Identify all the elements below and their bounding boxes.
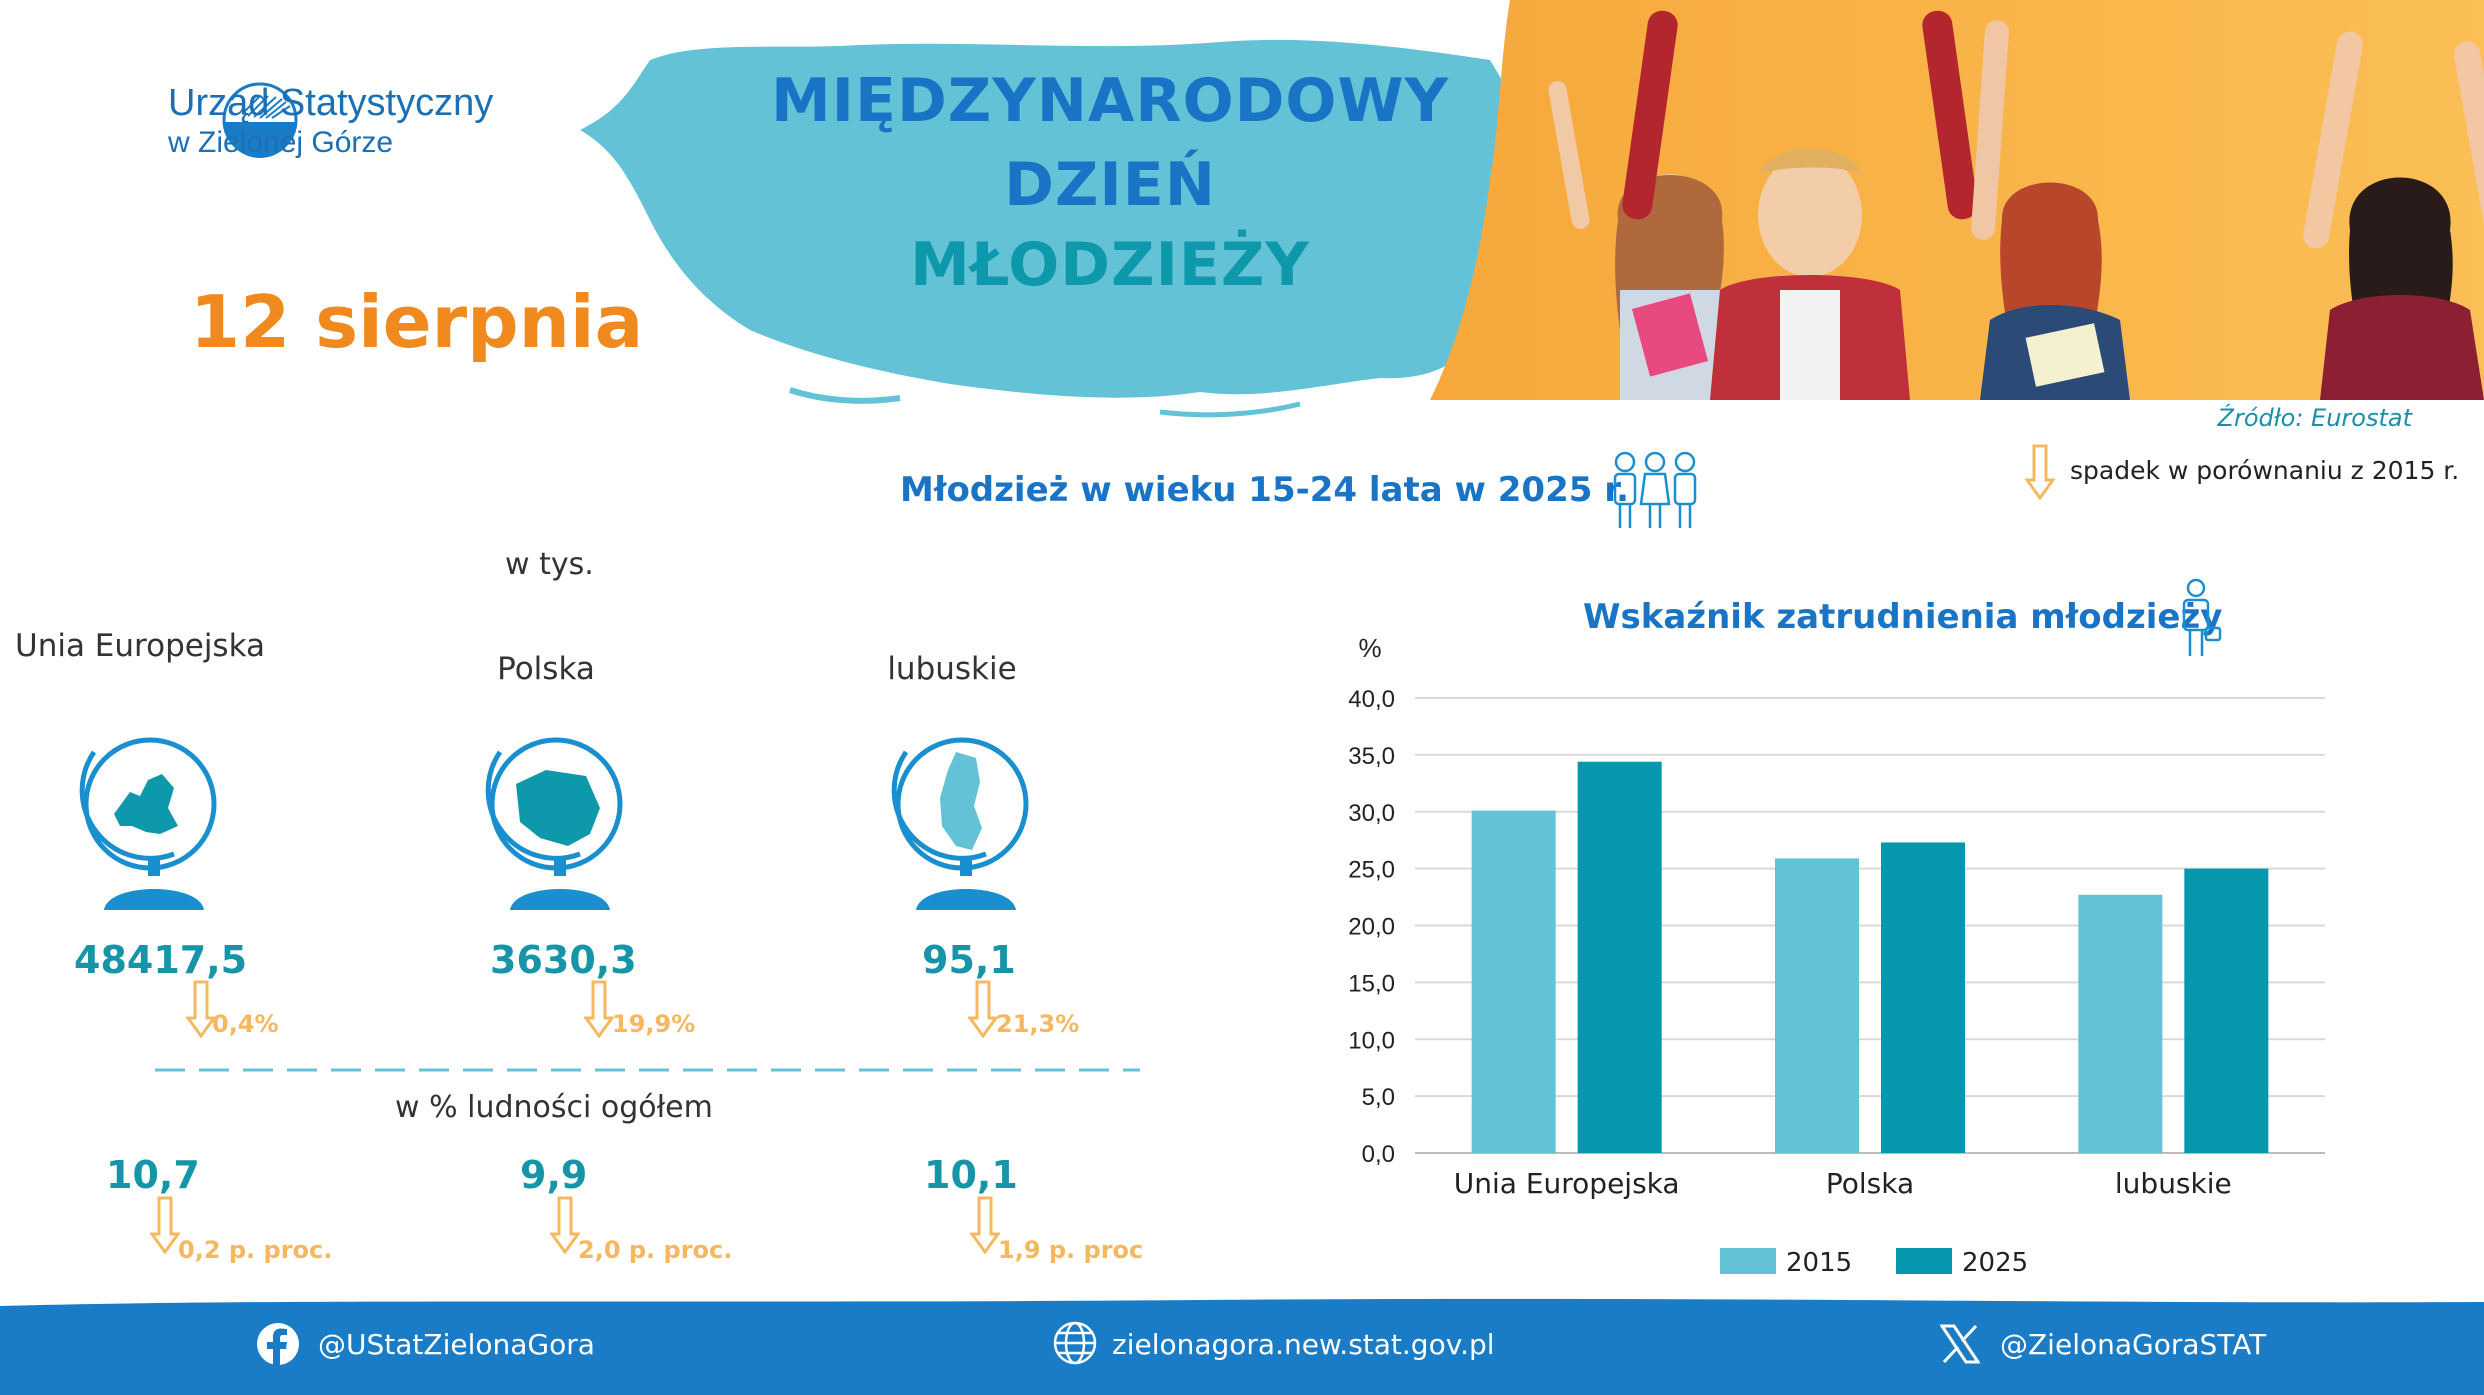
down-arrow-icon bbox=[186, 980, 216, 1038]
down-arrow-icon bbox=[2025, 444, 2055, 500]
region-label-eu: Unia Europejska bbox=[15, 628, 265, 664]
bar-2025 bbox=[2184, 868, 2269, 1153]
employment-chart: % 0,0 5,0 10,0 15,0 20,0 25,0 30,0 35,0 40,0 Uni… bbox=[1348, 633, 2325, 1278]
x-category-label: lubuskie bbox=[2115, 1167, 2232, 1200]
globe-poland-icon bbox=[485, 737, 623, 910]
kids-icon bbox=[1613, 451, 1697, 528]
lubuskie-count-change: 21,3% bbox=[996, 1010, 1080, 1038]
title-line-2: DZIEŃ bbox=[1004, 150, 1216, 220]
x-category-label: Unia Europejska bbox=[1454, 1167, 1680, 1200]
worker-icon bbox=[2182, 578, 2222, 656]
youth-photo bbox=[1430, 0, 2484, 400]
poland-share-change: 2,0 p. proc. bbox=[578, 1236, 733, 1264]
data-source: Źródło: Eurostat bbox=[2217, 404, 2412, 432]
poland-count-change: 19,9% bbox=[612, 1010, 696, 1038]
y-tick-label: 25,0 bbox=[1348, 857, 1395, 884]
down-arrow-icon bbox=[970, 1196, 1000, 1254]
org-name: Urząd Statystyczny bbox=[168, 82, 494, 124]
y-tick-label: 30,0 bbox=[1348, 800, 1395, 827]
y-tick-label: 5,0 bbox=[1362, 1084, 1395, 1111]
y-tick-label: 0,0 bbox=[1362, 1141, 1395, 1168]
org-city: w Zielonej Górze bbox=[168, 126, 394, 159]
poland-share: 9,9 bbox=[520, 1153, 588, 1197]
bar-2015 bbox=[1775, 858, 1859, 1153]
website-link[interactable]: zielonagora.new.stat.gov.pl bbox=[1112, 1328, 1495, 1361]
globe-web-icon[interactable] bbox=[1052, 1320, 1098, 1366]
globe-lubuskie-icon bbox=[891, 737, 1029, 910]
poland-count: 3630,3 bbox=[490, 938, 637, 982]
x-handle[interactable]: @ZielonaGoraSTAT bbox=[2000, 1328, 2267, 1361]
facebook-handle[interactable]: @UStatZielonaGora bbox=[318, 1328, 595, 1361]
section-divider bbox=[155, 1068, 1140, 1072]
lubuskie-count: 95,1 bbox=[922, 938, 1016, 982]
globe-eu-icon bbox=[79, 737, 217, 910]
lubuskie-share-change: 1,9 p. proc bbox=[998, 1236, 1144, 1264]
region-label-lubuskie: lubuskie bbox=[887, 651, 1017, 687]
unit-percent: w % ludności ogółem bbox=[395, 1090, 713, 1125]
facebook-icon[interactable] bbox=[256, 1322, 300, 1366]
eu-count-change: 0,4% bbox=[212, 1010, 279, 1038]
bar-2015 bbox=[1471, 810, 1556, 1153]
down-arrow-icon bbox=[150, 1196, 180, 1254]
bar-2025 bbox=[1577, 761, 1662, 1153]
y-tick-label: 15,0 bbox=[1348, 970, 1395, 997]
chart-title: Wskaźnik zatrudnienia młodzieży bbox=[1583, 597, 2223, 637]
y-tick-label: 10,0 bbox=[1348, 1027, 1395, 1054]
region-label-poland: Polska bbox=[497, 651, 595, 687]
title-line-3: MŁODZIEŻY bbox=[910, 230, 1310, 300]
legend-swatch bbox=[1896, 1248, 1952, 1274]
legend-swatch bbox=[1720, 1248, 1776, 1274]
footer-bar bbox=[0, 1298, 2484, 1395]
down-arrow-icon bbox=[584, 980, 614, 1038]
lubuskie-share: 10,1 bbox=[924, 1153, 1018, 1197]
eu-share-change: 0,2 p. proc. bbox=[178, 1236, 333, 1264]
decline-legend: spadek w porównaniu z 2015 r. bbox=[2070, 456, 2460, 485]
y-tick-label: 20,0 bbox=[1348, 914, 1395, 941]
bar-2025 bbox=[1881, 842, 1965, 1153]
eu-share: 10,7 bbox=[106, 1153, 200, 1197]
x-category-label: Polska bbox=[1826, 1167, 1914, 1200]
legend-label: 2015 bbox=[1786, 1248, 1852, 1278]
youth-section-title: Młodzież w wieku 15-24 lata w 2025 r. bbox=[900, 470, 1630, 510]
legend-label: 2025 bbox=[1962, 1248, 2028, 1278]
y-tick-label: 35,0 bbox=[1348, 743, 1395, 770]
title-line-1: MIĘDZYNARODOWY bbox=[770, 66, 1450, 136]
event-date: 12 sierpnia bbox=[190, 280, 644, 364]
x-icon[interactable] bbox=[1940, 1324, 1980, 1364]
eu-count: 48417,5 bbox=[74, 938, 248, 982]
y-axis-label: % bbox=[1358, 633, 1381, 663]
unit-thousands: w tys. bbox=[505, 547, 594, 582]
logo-icon bbox=[222, 82, 298, 158]
bar-2015 bbox=[2078, 894, 2163, 1153]
title-splash bbox=[580, 39, 1520, 418]
down-arrow-icon bbox=[550, 1196, 580, 1254]
down-arrow-icon bbox=[968, 980, 998, 1038]
y-tick-label: 40,0 bbox=[1348, 686, 1395, 713]
